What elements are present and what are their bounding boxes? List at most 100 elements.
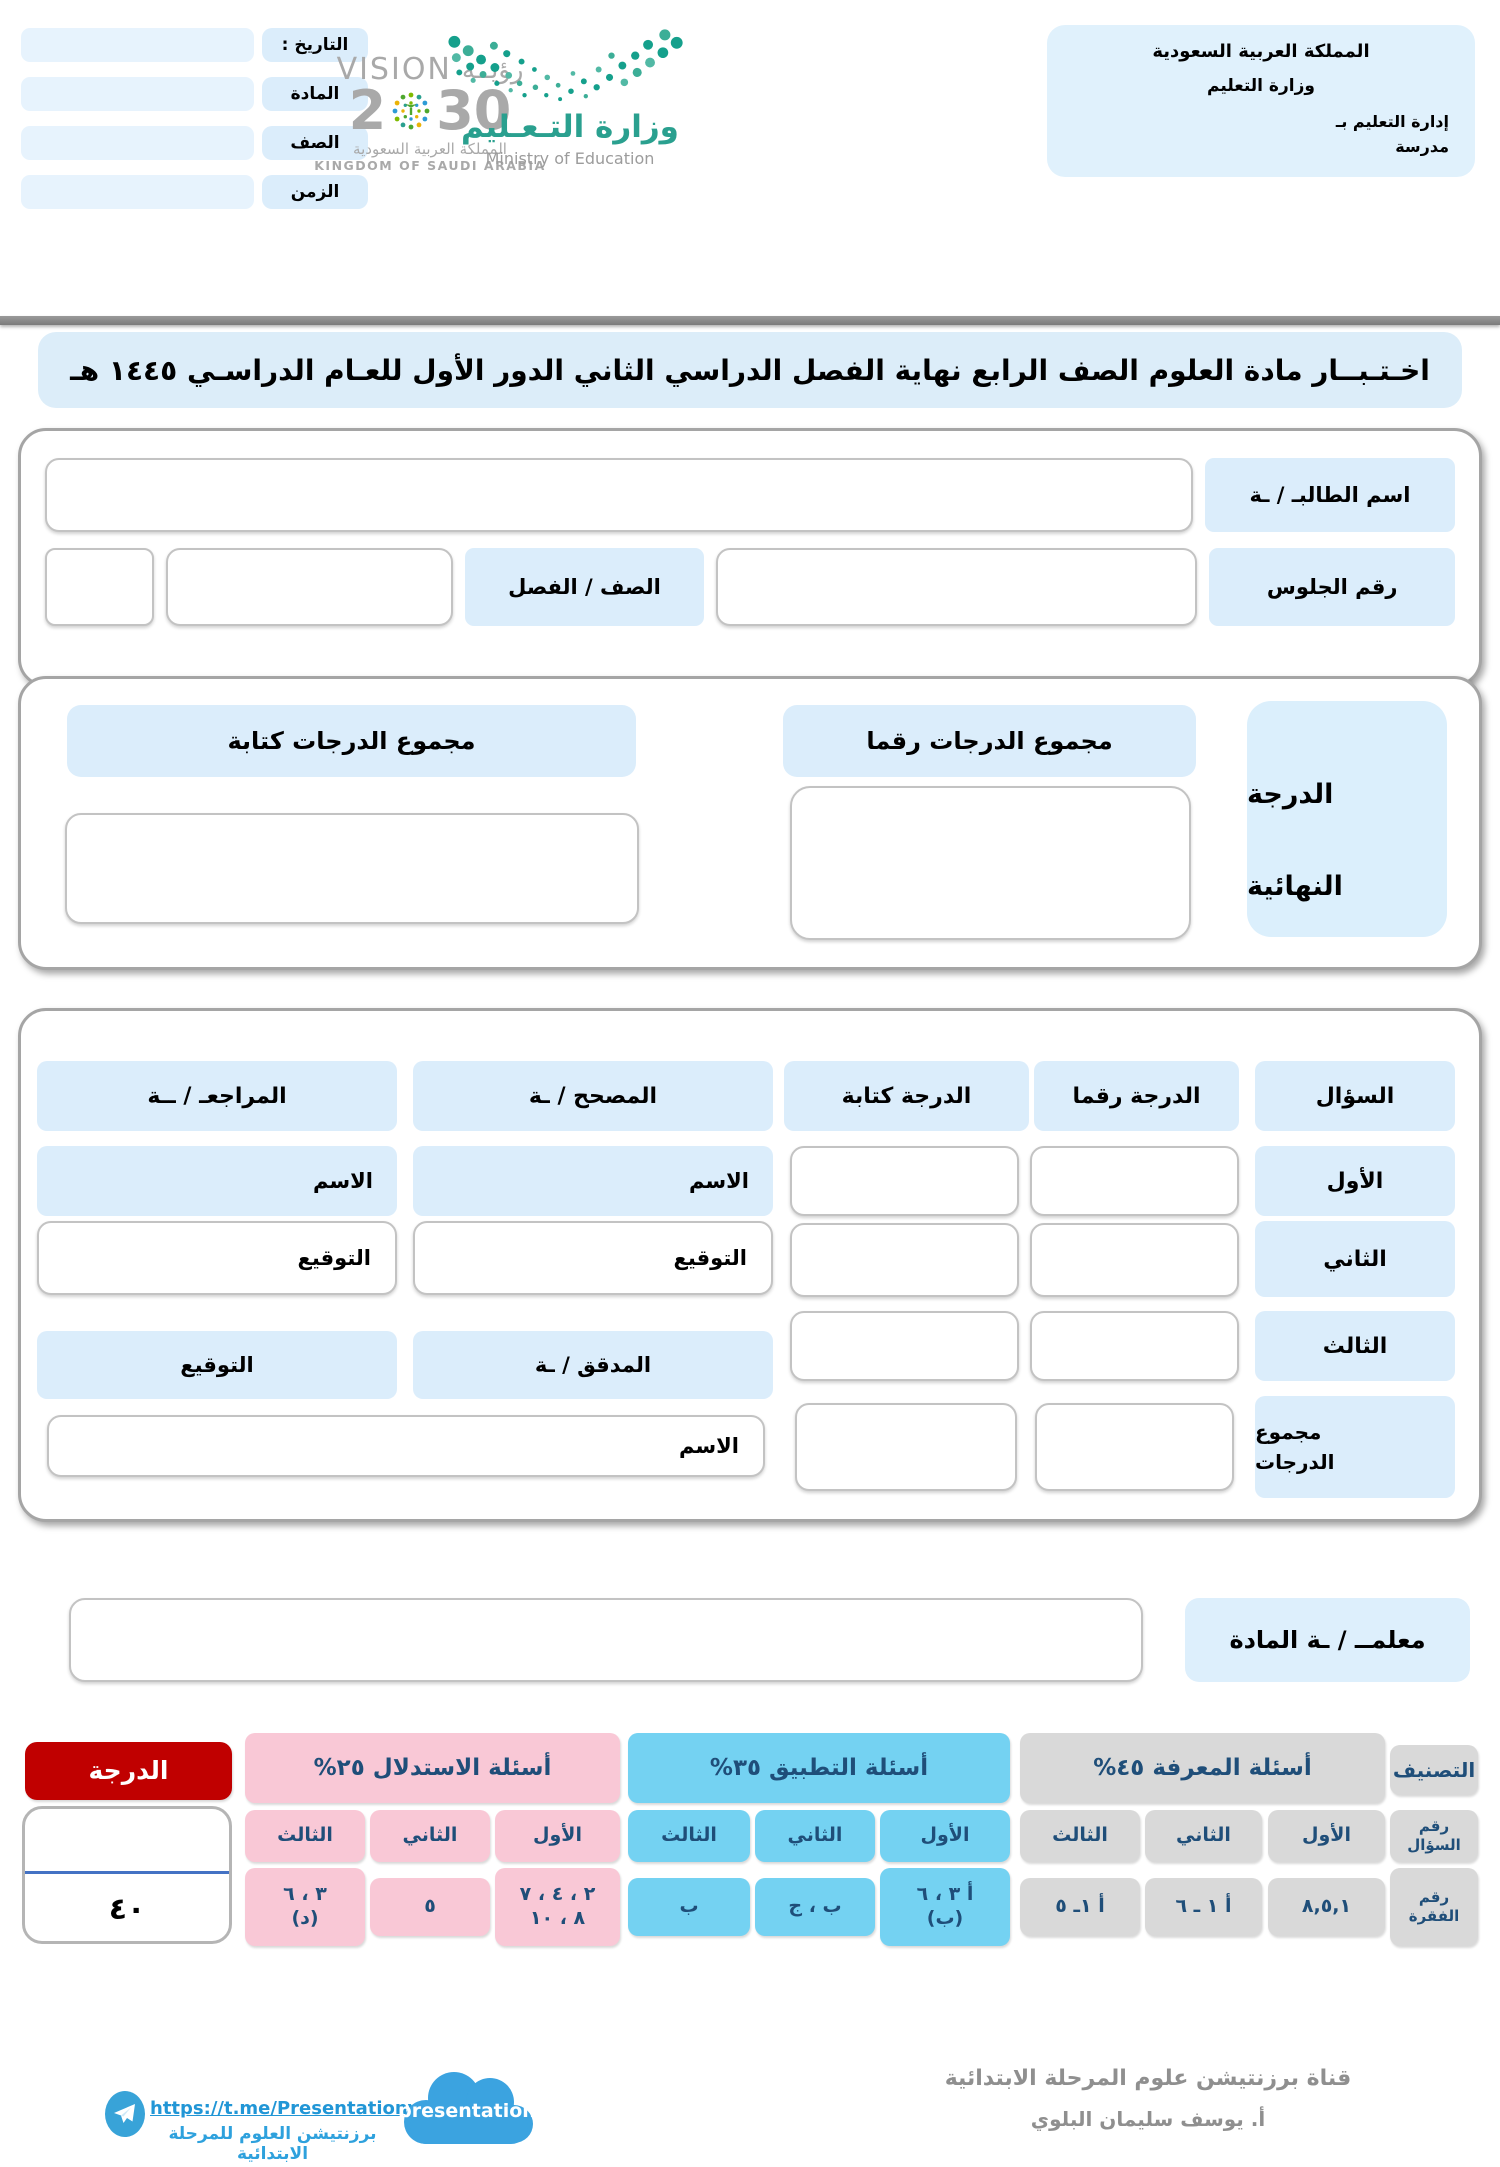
time-input[interactable] (21, 175, 254, 209)
third-written-input[interactable] (790, 1311, 1019, 1381)
seat-number-label: رقم الجلوس (1209, 548, 1455, 626)
marks-header-corrector: المصحح / ـة (413, 1061, 773, 1131)
application-q2-label: الثاني (755, 1810, 875, 1862)
total-numeric-input[interactable] (790, 786, 1191, 940)
third-numeric-input[interactable] (1030, 1311, 1239, 1381)
ministry-info-box: المملكة العربية السعودية وزارة التعليم إ… (1047, 25, 1475, 177)
marks-header-numeric: الدرجة رقما (1034, 1061, 1239, 1131)
knowledge-q3-items: أ ١ـ ٥ (1020, 1878, 1140, 1936)
presentation-cloud-logo: presentation (392, 2064, 542, 2159)
student-name-input[interactable] (45, 458, 1193, 532)
class-section-input[interactable] (166, 548, 454, 626)
application-q3-label: الثالث (628, 1810, 750, 1862)
telegram-link[interactable]: https://t.me/Presentationyosef (150, 2098, 463, 2119)
class-section-label: الصف / الفصل (465, 548, 704, 626)
corrector-name-label: الاسم (413, 1146, 773, 1216)
total-written-input[interactable] (65, 813, 639, 924)
student-info-section: اسم الطالبـ / ـة رقم الجلوس الصف / الفصل (18, 428, 1482, 687)
inference-q3-line2: (د) (291, 1907, 319, 1929)
inference-q1-line1: ٢ ، ٤ ، ٧ (519, 1883, 596, 1906)
marks-row-third-label: الثالث (1255, 1311, 1455, 1381)
moe-logo: وزارة التـعـليم Ministry of Education (440, 26, 700, 168)
vision-word-en: VISION (336, 52, 452, 87)
total-written-label: مجموع الدرجات كتابة (67, 705, 636, 777)
marks-table-section: السؤال الدرجة رقما الدرجة كتابة المصحح /… (18, 1008, 1482, 1522)
marks-total-line2: الدرجات (1255, 1450, 1335, 1474)
class-input[interactable] (21, 126, 254, 160)
paragraph-row-line2: الفقرة (1408, 1907, 1460, 1925)
final-grade-heading-line1: الدرجة (1247, 779, 1334, 810)
total-written-cell-input[interactable] (795, 1403, 1017, 1491)
application-group-header: أسئلة التطبيق ٣٥% (628, 1733, 1010, 1803)
auditor-name-box[interactable]: الاسم (47, 1415, 765, 1477)
inference-q1-label: الأول (495, 1810, 620, 1862)
seat-number-input[interactable] (715, 548, 1198, 626)
moe-name-ar: وزارة التـعـليم (461, 109, 679, 145)
first-written-input[interactable] (790, 1146, 1019, 1216)
channel-author: أ. يوسف سليمان البلوي (1030, 2107, 1266, 2131)
corrector-signature-label: التوقيع (673, 1246, 748, 1270)
exam-title-bar: اخـتـبــار مادة العلوم الصف الرابع نهاية… (38, 332, 1462, 408)
vision-country-en: KINGDOM OF SAUDI ARABIA (314, 157, 546, 173)
class-label: الصف (262, 126, 368, 160)
inference-q1-line2: ٨ ، ١٠ (529, 1907, 586, 1929)
paragraph-number-row-label: رقم الفقرة (1390, 1868, 1478, 1946)
paragraph-row-line1: رقم (1418, 1888, 1450, 1907)
inference-q3-line1: ٣ ، ٦ (283, 1883, 327, 1906)
vision-2030-logo: VISION رؤيــة 2 (292, 52, 568, 173)
vision-year-right: 30 (436, 79, 512, 142)
reviewer-signature-label: التوقيع (297, 1246, 372, 1270)
grade-box-divider (25, 1871, 229, 1874)
knowledge-q3-label: الثالث (1020, 1810, 1140, 1862)
application-q1-line1: أ ٣ ، ٦ (916, 1883, 974, 1906)
corrector-signature-box[interactable]: التوقيع (413, 1221, 773, 1295)
cloud-icon (404, 2072, 533, 2144)
marks-total-label: مجموع الدرجات (1255, 1396, 1455, 1498)
small-extra-box[interactable] (45, 548, 155, 626)
footer-channel-info: قناة برزنتيشن علوم المرحلة الابتدائية أ.… (903, 2066, 1393, 2131)
total-numeric-cell-input[interactable] (1035, 1403, 1234, 1491)
second-written-input[interactable] (790, 1223, 1019, 1297)
first-numeric-input[interactable] (1030, 1146, 1239, 1216)
telegram-icon[interactable] (104, 2090, 146, 2142)
grade-value-box[interactable]: ٤٠ (22, 1806, 232, 1944)
marks-header-question: السؤال (1255, 1061, 1455, 1131)
header-divider (0, 316, 1500, 325)
knowledge-q1-items: ٨,٥,١ (1268, 1878, 1385, 1936)
second-numeric-input[interactable] (1030, 1223, 1239, 1297)
date-input[interactable] (21, 28, 254, 62)
knowledge-q2-items: أ ١ ـ ٦ (1145, 1878, 1262, 1936)
auditor-name-label: الاسم (679, 1434, 739, 1458)
inference-q2-label: الثاني (370, 1810, 490, 1862)
auditor-label: المدقق / ـة (413, 1331, 773, 1399)
inference-group-header: أسئلة الاستدلال ٢٥% (245, 1733, 620, 1803)
application-q2-items: ب ، ج (755, 1878, 875, 1936)
knowledge-q1-label: الأول (1268, 1810, 1385, 1862)
knowledge-group-header: أسئلة المعرفة ٤٥% (1020, 1733, 1385, 1803)
subject-input[interactable] (21, 77, 254, 111)
teacher-name-input[interactable] (69, 1598, 1143, 1682)
teacher-label: معلمــ / ـة المادة (1185, 1598, 1470, 1682)
auditor-signature-label: التوقيع (37, 1331, 397, 1399)
cloud-label: presentation (398, 2100, 536, 2122)
application-q1-items: أ ٣ ، ٦ (ب) (880, 1868, 1010, 1946)
question-number-row-label: رقم السؤال (1390, 1810, 1478, 1862)
subject-label: المادة (262, 77, 368, 111)
vision-year-left: 2 (348, 79, 387, 142)
reviewer-name-label: الاسم (37, 1146, 397, 1216)
info-ministry-line: وزارة التعليم (1207, 76, 1315, 96)
info-edu-admin-line: إدارة التعليم بـ (1335, 112, 1449, 131)
inference-q1-items: ٢ ، ٤ ، ٧ ٨ ، ١٠ (495, 1868, 620, 1946)
marks-total-line1: مجموع (1255, 1420, 1322, 1444)
total-numeric-label: مجموع الدرجات رقما (783, 705, 1196, 777)
vision-2030-emblem-icon (392, 92, 430, 130)
reviewer-signature-box[interactable]: التوقيع (37, 1221, 397, 1295)
channel-title: قناة برزنتيشن علوم المرحلة الابتدائية (944, 2066, 1352, 2091)
vision-country-ar: المملكة العربية السعودية (353, 139, 507, 158)
inference-q3-items: ٣ ، ٦ (د) (245, 1868, 365, 1946)
knowledge-q2-label: الثاني (1145, 1810, 1262, 1862)
final-grade-heading: الدرجة النهائية (1247, 701, 1447, 937)
classification-corner-label: التصنيف (1390, 1745, 1478, 1795)
moe-dots-icon (448, 29, 683, 102)
info-country-line: المملكة العربية السعودية (1152, 41, 1370, 62)
